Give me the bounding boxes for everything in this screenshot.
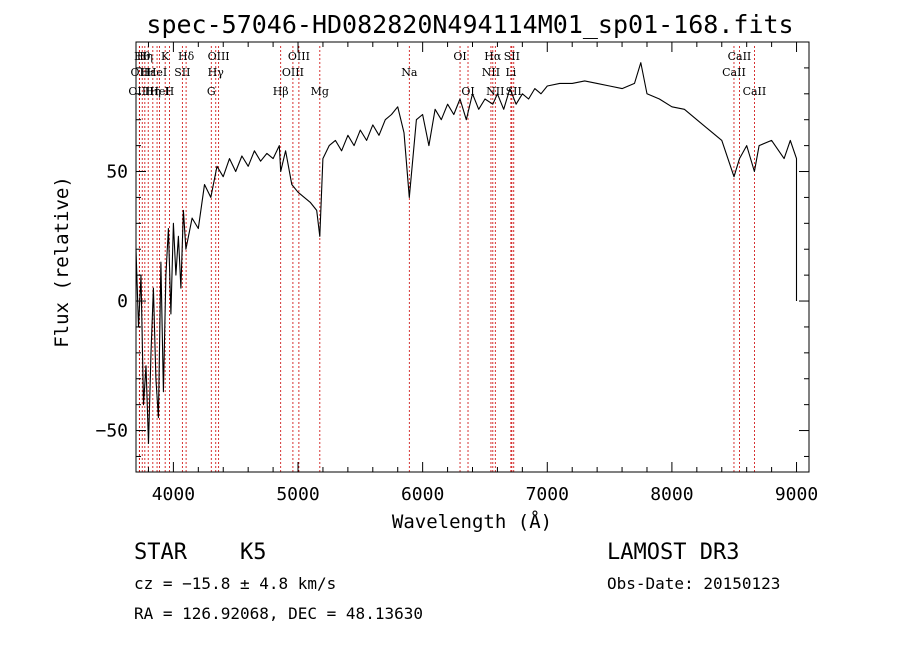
line-marker-label: OIII	[208, 50, 230, 63]
line-marker-label: NII	[486, 85, 504, 98]
line-marker-label: Hβ	[273, 85, 289, 98]
obs-date-text: Obs-Date: 20150123	[607, 574, 780, 593]
line-marker-label: Hη	[137, 50, 153, 63]
y-tick-label: 50	[106, 162, 128, 183]
line-marker-label: OIII	[288, 50, 310, 63]
line-marker-label: HeI	[147, 66, 167, 79]
y-axis-ticks: −50 0 50	[95, 67, 809, 457]
spectrum-line	[135, 62, 798, 445]
line-marker-label: OI	[453, 50, 466, 63]
y-tick-label: 0	[117, 291, 128, 312]
object-subclass: K5	[240, 540, 267, 565]
x-tick-label: 6000	[401, 484, 444, 505]
line-marker-label: K	[161, 50, 170, 63]
x-tick-label: 8000	[650, 484, 693, 505]
line-marker-label: Hα	[484, 50, 502, 63]
line-marker-label: SII	[174, 66, 190, 79]
x-tick-label: 7000	[526, 484, 569, 505]
coordinates-text: RA = 126.92068, DEC = 48.13630	[134, 604, 423, 623]
y-axis-label: Flux (relative)	[51, 176, 73, 348]
line-marker-label: HeI	[149, 85, 169, 98]
spectral-line-labels: OIIOIIIHθHηHεHηHeIHeIKHSIIHδGHγOIIIHβOII…	[128, 50, 766, 98]
spectral-line-markers	[138, 46, 755, 472]
line-marker-label: Hθ	[134, 50, 151, 63]
redshift-text: cz = −15.8 ± 4.8 km/s	[134, 574, 336, 593]
line-marker-label: Hη	[145, 85, 161, 98]
y-tick-label: −50	[95, 421, 128, 442]
line-marker-label: OIII	[128, 85, 150, 98]
chart-title: spec-57046-HD082820N494114M01_sp01-168.f…	[146, 10, 793, 39]
x-tick-label: 4000	[152, 484, 195, 505]
survey-label: LAMOST DR3	[607, 540, 739, 565]
line-marker-label: Na	[401, 66, 418, 79]
line-marker-label: H	[165, 85, 175, 98]
line-marker-label: Mg	[311, 85, 329, 98]
line-marker-label: OII	[131, 66, 149, 79]
plot-frame	[135, 41, 810, 473]
line-marker-label: OIII	[282, 66, 304, 79]
spectrum-series	[135, 62, 798, 445]
line-marker-label: Hε	[141, 66, 157, 79]
line-marker-label: CaII	[728, 50, 752, 63]
line-marker-label: Hδ	[178, 50, 195, 63]
line-marker-label: CaII	[743, 85, 767, 98]
line-marker-label: Hγ	[208, 66, 225, 79]
line-marker-label: NII	[482, 66, 500, 79]
x-axis-ticks: 4000 5000 6000 7000 8000 9000	[147, 42, 818, 505]
line-marker-label: G	[207, 85, 216, 98]
x-axis-label: Wavelength (Å)	[392, 510, 552, 533]
line-marker-label: SII	[504, 50, 520, 63]
line-marker-label: CaII	[722, 66, 746, 79]
line-marker-label: OI	[461, 85, 474, 98]
object-class: STAR	[134, 540, 188, 565]
line-marker-label: Li	[505, 66, 516, 79]
x-tick-label: 5000	[276, 484, 319, 505]
x-tick-label: 9000	[775, 484, 818, 505]
